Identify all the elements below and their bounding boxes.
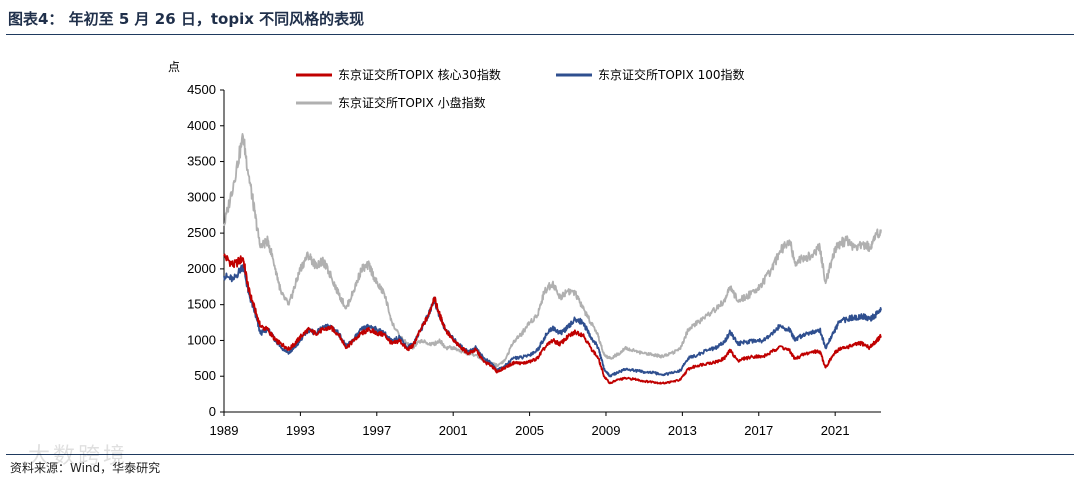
- x-tick-label: 2017: [744, 423, 773, 438]
- y-tick-label: 3000: [187, 189, 216, 204]
- source-note: 资料来源：Wind，华泰研究: [10, 461, 161, 475]
- x-tick-label: 2021: [821, 423, 850, 438]
- chart-axes: 0 500 1000 1500 2000 2500 3000 3500 4000 4500 点 198…: [168, 60, 881, 438]
- y-tick-label: 4500: [187, 82, 216, 97]
- x-tick-label: 2005: [515, 423, 544, 438]
- legend-label-1: 东京证交所TOPIX 100指数: [598, 67, 745, 82]
- y-tick-label: 4000: [187, 118, 216, 133]
- y-tick-label: 1000: [187, 332, 216, 347]
- chart-series-lines: [223, 133, 882, 385]
- y-tick-label: 2000: [187, 261, 216, 276]
- y-tick-label: 500: [194, 368, 216, 383]
- x-tick-label: 1989: [210, 423, 239, 438]
- x-tick-label: 2013: [668, 423, 697, 438]
- chart-legend: 东京证交所TOPIX 核心30指数 东京证交所TOPIX 100指数东京证交所TO…: [296, 67, 745, 110]
- x-tick-label: 2001: [439, 423, 468, 438]
- header-rule: [6, 34, 1074, 35]
- y-tick-label: 0: [209, 404, 216, 419]
- series-line-0: [223, 253, 882, 385]
- x-tick-label: 1993: [286, 423, 315, 438]
- x-tick-label: 1997: [362, 423, 391, 438]
- watermark: 大数跨境: [28, 444, 129, 469]
- figure-title: 图表4： 年初至 5 月 26 日，topix 不同风格的表现: [8, 10, 365, 28]
- footer-rule: [6, 454, 1074, 455]
- y-axis-label: 点: [168, 60, 180, 74]
- legend-label-2: 东京证交所TOPIX 小盘指数: [338, 95, 486, 110]
- y-tick-label: 2500: [187, 225, 216, 240]
- series-line-1: [223, 264, 882, 378]
- legend-label-0: 东京证交所TOPIX 核心30指数: [338, 67, 501, 82]
- x-tick-label: 2009: [592, 423, 621, 438]
- y-tick-label: 3500: [187, 154, 216, 169]
- y-tick-label: 1500: [187, 297, 216, 312]
- series-line-2: [223, 133, 882, 368]
